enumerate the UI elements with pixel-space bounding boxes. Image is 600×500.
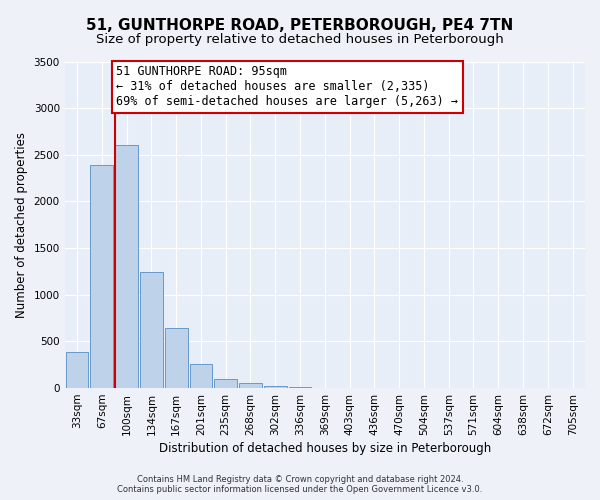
Bar <box>289 387 311 388</box>
Text: Contains HM Land Registry data © Crown copyright and database right 2024.
Contai: Contains HM Land Registry data © Crown c… <box>118 474 482 494</box>
Bar <box>140 272 163 388</box>
Y-axis label: Number of detached properties: Number of detached properties <box>15 132 28 318</box>
Bar <box>65 352 88 388</box>
Text: 51, GUNTHORPE ROAD, PETERBOROUGH, PE4 7TN: 51, GUNTHORPE ROAD, PETERBOROUGH, PE4 7T… <box>86 18 514 32</box>
Bar <box>190 364 212 388</box>
Bar <box>165 328 188 388</box>
Bar <box>91 165 113 388</box>
Bar <box>115 146 138 388</box>
X-axis label: Distribution of detached houses by size in Peterborough: Distribution of detached houses by size … <box>159 442 491 455</box>
Bar <box>214 378 237 388</box>
Text: 51 GUNTHORPE ROAD: 95sqm
← 31% of detached houses are smaller (2,335)
69% of sem: 51 GUNTHORPE ROAD: 95sqm ← 31% of detach… <box>116 65 458 108</box>
Text: Size of property relative to detached houses in Peterborough: Size of property relative to detached ho… <box>96 32 504 46</box>
Bar <box>239 383 262 388</box>
Bar <box>264 386 287 388</box>
